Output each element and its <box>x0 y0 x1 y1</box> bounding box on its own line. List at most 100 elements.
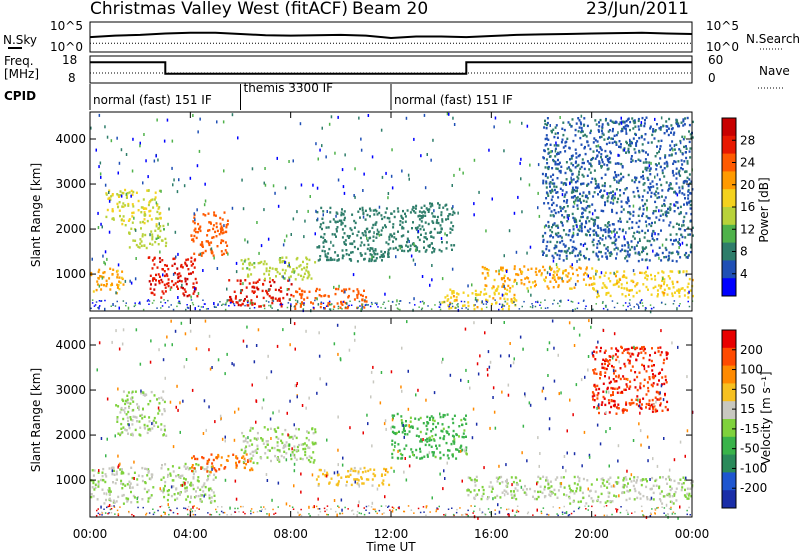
echo-cell <box>547 167 550 171</box>
echo-cell <box>455 433 458 436</box>
echo-cell <box>289 399 291 403</box>
echo-cell <box>350 228 353 232</box>
echo-cell <box>327 252 330 255</box>
echo-cell <box>614 283 617 286</box>
echo-cell <box>161 305 164 307</box>
echo-cell <box>444 204 447 207</box>
echo-cell <box>578 333 581 337</box>
echo-cell <box>506 292 508 296</box>
echo-cell <box>554 493 557 496</box>
echo-cell <box>548 182 551 185</box>
echo-cell <box>182 286 184 290</box>
echo-cell <box>586 205 589 208</box>
echo-cell <box>124 402 127 406</box>
echo-cell <box>430 430 433 433</box>
echo-cell <box>344 290 346 294</box>
echo-cell <box>549 189 552 193</box>
echo-cell <box>110 466 113 470</box>
echo-cell <box>405 444 408 447</box>
echo-cell <box>450 221 453 224</box>
echo-cell <box>368 259 371 263</box>
echo-cell <box>556 266 559 269</box>
echo-cell <box>376 228 379 232</box>
echo-cell <box>177 302 180 304</box>
echo-cell <box>654 285 657 288</box>
echo-cell <box>249 439 252 442</box>
echo-cell <box>178 272 181 275</box>
echo-cell <box>571 267 574 270</box>
echo-cell <box>213 211 216 214</box>
colorbar-swatch <box>722 153 736 172</box>
echo-cell <box>199 499 202 503</box>
echo-cell <box>108 191 110 194</box>
echo-cell <box>350 251 352 254</box>
echo-cell <box>451 302 454 305</box>
echo-cell <box>122 390 125 393</box>
echo-cell <box>166 264 168 267</box>
echo-cell <box>517 195 519 199</box>
echo-cell <box>347 470 350 473</box>
echo-cell <box>594 119 597 122</box>
echo-cell <box>145 246 148 250</box>
echo-cell <box>130 189 133 193</box>
echo-cell <box>520 279 523 282</box>
echo-cell <box>431 220 434 223</box>
echo-cell <box>144 481 147 485</box>
echo-cell <box>253 302 256 305</box>
echo-cell <box>199 252 202 256</box>
echo-cell <box>574 282 577 286</box>
echo-cell <box>471 283 473 287</box>
echo-cell <box>617 280 620 284</box>
echo-cell <box>598 387 601 391</box>
echo-cell <box>184 280 187 283</box>
echo-cell <box>105 282 108 286</box>
echo-cell <box>554 163 557 166</box>
echo-cell <box>568 229 571 233</box>
echo-cell <box>601 362 604 366</box>
echo-cell <box>556 167 559 171</box>
echo-cell <box>278 258 281 261</box>
echo-cell <box>90 271 93 275</box>
echo-cell <box>682 138 685 141</box>
echo-cell <box>158 222 160 226</box>
echo-cell <box>644 119 646 122</box>
echo-cell <box>303 442 306 445</box>
echo-cell <box>584 145 586 149</box>
echo-cell <box>439 436 442 440</box>
echo-cell <box>193 229 196 232</box>
echo-cell <box>624 365 627 368</box>
echo-cell <box>121 222 124 226</box>
echo-cell <box>615 211 618 215</box>
echo-cell <box>117 263 120 267</box>
echo-cell <box>608 251 611 255</box>
echo-cell <box>640 121 643 125</box>
echo-cell <box>184 481 186 485</box>
echo-cell <box>431 212 434 215</box>
echo-cell <box>407 173 410 177</box>
echo-cell <box>651 410 654 413</box>
echo-cell <box>608 401 611 405</box>
echo-cell <box>545 186 548 189</box>
echo-cell <box>256 286 259 289</box>
echo-cell <box>361 294 364 298</box>
echo-cell <box>417 418 420 421</box>
echo-cell <box>426 153 428 156</box>
echo-cell <box>652 212 655 215</box>
echo-cell <box>657 346 660 350</box>
echo-cell <box>511 496 514 499</box>
echo-cell <box>646 497 649 501</box>
echo-cell <box>604 201 606 204</box>
echo-cell <box>656 289 659 292</box>
echo-cell <box>548 207 551 210</box>
echo-cell <box>606 192 608 196</box>
echo-cell <box>132 239 135 242</box>
echo-cell <box>453 244 456 247</box>
echo-cell <box>421 215 424 219</box>
echo-cell <box>651 347 653 350</box>
echo-cell <box>131 419 134 422</box>
echo-cell <box>605 293 608 296</box>
echo-cell <box>481 300 483 304</box>
echo-cell <box>544 137 547 141</box>
echo-cell <box>107 489 110 492</box>
echo-cell <box>439 451 442 454</box>
